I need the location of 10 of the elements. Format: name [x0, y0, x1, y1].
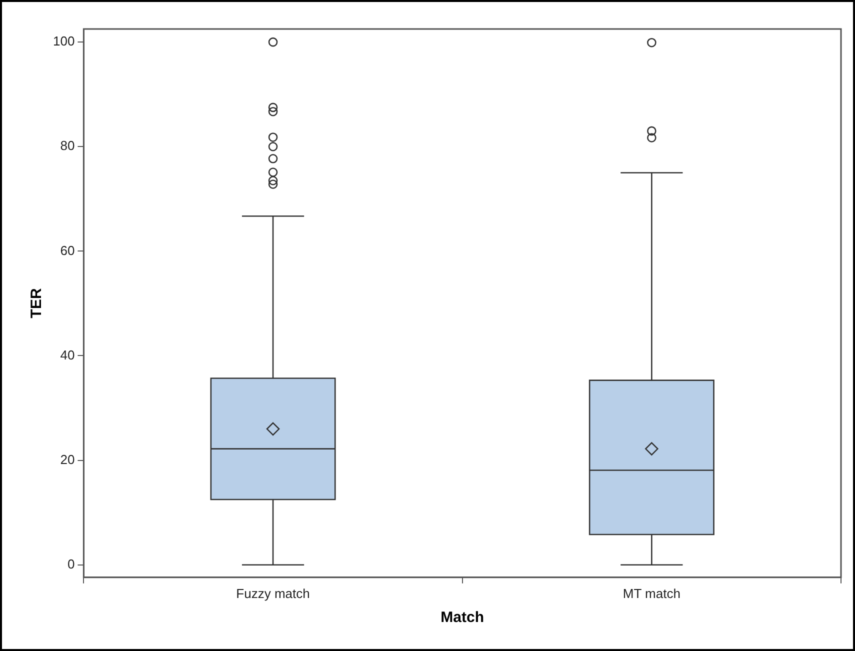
y-tick-label: 80	[60, 138, 75, 154]
y-tick-label: 0	[67, 556, 75, 572]
y-tick-label: 20	[60, 452, 75, 467]
x-axis-title: Match	[440, 609, 484, 626]
x-tick-label: MT match	[622, 586, 680, 601]
y-axis-title: TER	[28, 288, 46, 318]
y-tick-label: 100	[52, 34, 75, 49]
x-tick-label: Fuzzy match	[236, 586, 310, 601]
y-tick-label: 40	[60, 347, 75, 362]
y-tick-label: 60	[60, 242, 75, 258]
